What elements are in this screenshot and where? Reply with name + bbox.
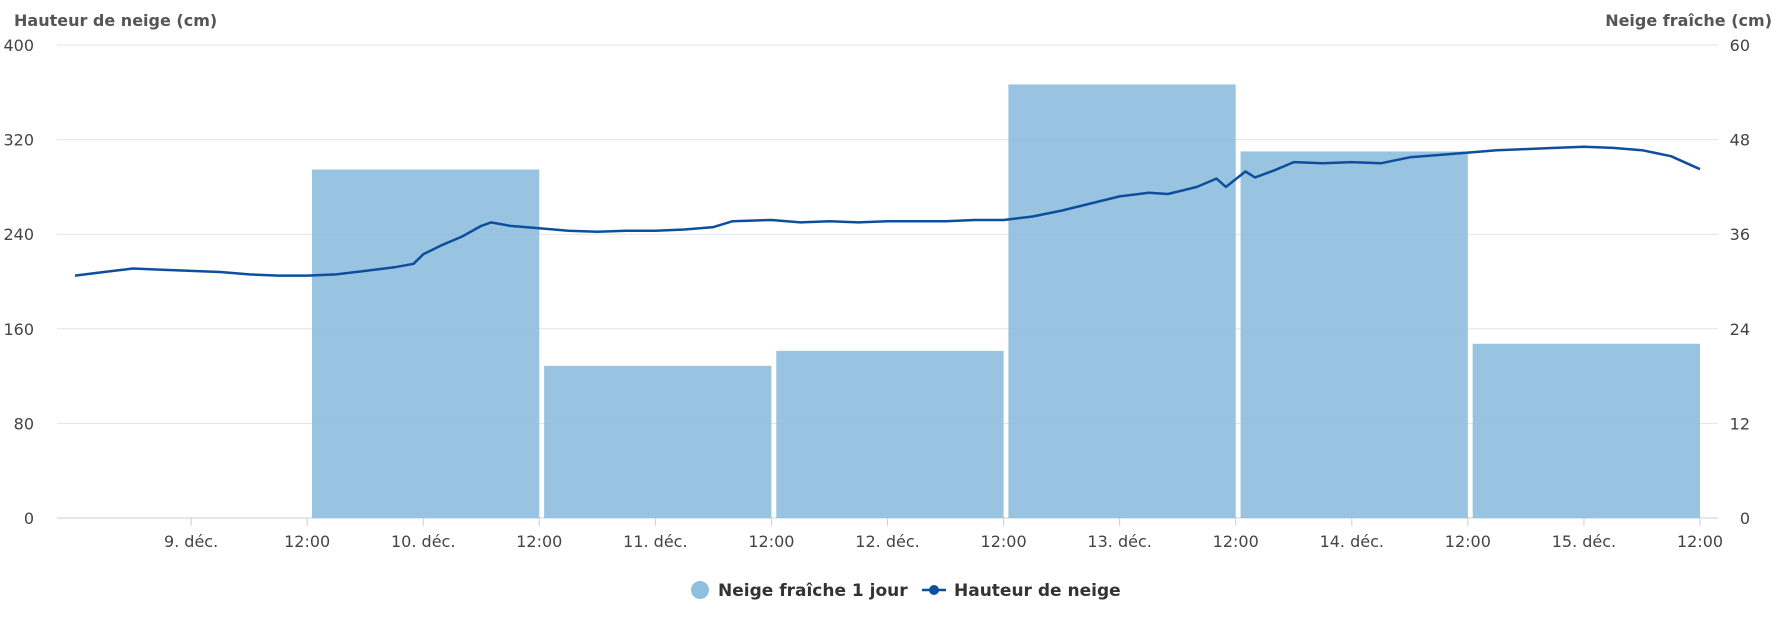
axes: 0 0 80 12 160 24 240 36 320 48 400 60 9. déc. 12:00 10… xyxy=(3,36,1750,551)
x-axis-tick-label: 11. déc. xyxy=(623,532,687,551)
left-axis-tick-label: 320 xyxy=(3,131,34,150)
legend-item-fresh-snow[interactable]: Neige fraîche 1 jour xyxy=(691,581,908,601)
x-axis-tick-label: 13. déc. xyxy=(1087,532,1151,551)
x-axis-tick-label: 12:00 xyxy=(1445,532,1491,551)
snow-depth-line[interactable] xyxy=(74,145,1701,277)
legend-item-snow-depth[interactable]: Hauteur de neige xyxy=(922,581,1121,601)
left-axis-tick-label: 160 xyxy=(3,320,34,339)
fresh-snow-bar[interactable] xyxy=(1008,84,1236,519)
x-axis-tick-label: 12. déc. xyxy=(855,532,919,551)
x-axis-tick-label: 12:00 xyxy=(748,532,794,551)
fresh-snow-bar[interactable] xyxy=(311,169,540,518)
fresh-snow-bar[interactable] xyxy=(1240,151,1468,519)
legend-label-fresh-snow: Neige fraîche 1 jour xyxy=(718,581,908,601)
right-axis-tick-label: 60 xyxy=(1730,36,1750,55)
fresh-snow-bar[interactable] xyxy=(544,365,772,518)
legend-marker-fresh-snow xyxy=(691,581,709,599)
x-axis-tick-label: 12:00 xyxy=(981,532,1027,551)
snow-depth-line-layer xyxy=(74,145,1701,277)
x-axis-tick-label: 15. déc. xyxy=(1552,532,1616,551)
right-axis-tick-label: 12 xyxy=(1730,414,1750,433)
legend-marker-snow-depth xyxy=(929,585,939,595)
x-axis-tick-label: 10. déc. xyxy=(391,532,455,551)
left-axis-tick-label: 0 xyxy=(24,509,34,528)
fresh-snow-bar[interactable] xyxy=(776,350,1004,518)
x-axis-tick-label: 14. déc. xyxy=(1320,532,1384,551)
x-axis-tick-label: 12:00 xyxy=(1677,532,1723,551)
fresh-snow-bars xyxy=(311,84,1700,519)
x-axis-tick-label: 12:00 xyxy=(516,532,562,551)
legend[interactable]: Neige fraîche 1 jour Hauteur de neige xyxy=(691,581,1121,601)
left-axis-tick-label: 240 xyxy=(3,225,34,244)
left-axis-tick-label: 400 xyxy=(3,36,34,55)
right-axis-tick-label: 48 xyxy=(1730,131,1750,150)
left-axis-tick-label: 80 xyxy=(14,414,34,433)
fresh-snow-bar[interactable] xyxy=(1472,343,1700,518)
right-axis-tick-label: 0 xyxy=(1740,509,1750,528)
right-axis-title: Neige fraîche (cm) xyxy=(1605,11,1772,30)
legend-label-snow-depth: Hauteur de neige xyxy=(954,581,1121,601)
x-axis-tick-label: 12:00 xyxy=(1213,532,1259,551)
x-axis-tick-label: 12:00 xyxy=(284,532,330,551)
left-axis-title: Hauteur de neige (cm) xyxy=(14,11,217,30)
right-axis-tick-label: 24 xyxy=(1730,320,1750,339)
x-axis-tick-label: 9. déc. xyxy=(164,532,218,551)
right-axis-tick-label: 36 xyxy=(1730,225,1750,244)
